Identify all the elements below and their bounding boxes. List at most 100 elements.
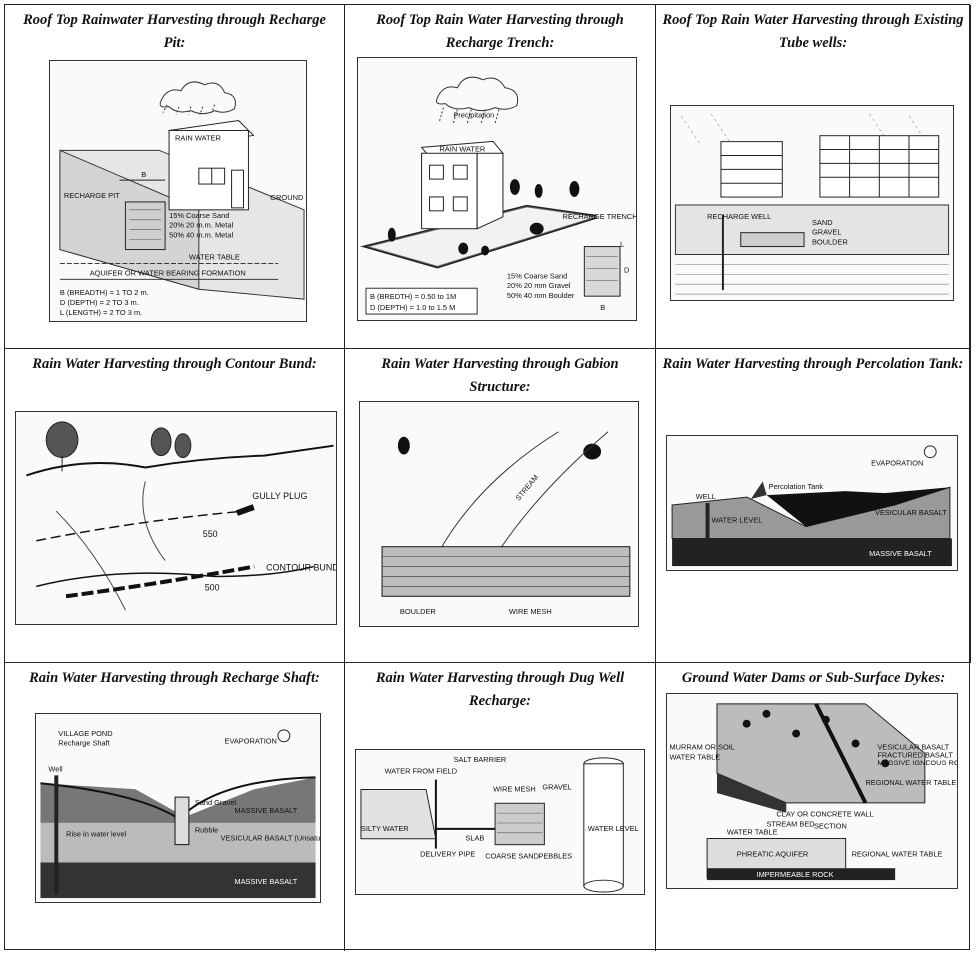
label-rubble: Rubble — [195, 826, 218, 835]
label-salt-barrier: SALT BARRIER — [454, 755, 507, 764]
tree-icons — [397, 436, 602, 460]
house-icon — [168, 120, 255, 211]
cell-gabion: Rain Water Harvesting through Gabion Str… — [345, 349, 656, 663]
label-recharge-pit: RECHARGE PIT — [64, 191, 120, 200]
cell-recharge-shaft: Rain Water Harvesting through Recharge S… — [5, 663, 345, 951]
cell-title: Ground Water Dams or Sub-Surface Dykes: — [681, 670, 946, 686]
cell-title: Rain Water Harvesting through Percolatio… — [662, 356, 964, 372]
label-coarse-sand: COARSE SAND — [485, 851, 539, 860]
cell-subsurface-dykes: Ground Water Dams or Sub-Surface Dykes: … — [656, 663, 971, 951]
label-depth: D (DEPTH) = 2 TO 3 m. — [60, 298, 139, 307]
label-sand: SAND — [812, 218, 833, 227]
building-icon — [420, 140, 504, 230]
tree-icons — [742, 709, 890, 768]
label-evaporation: EVAPORATION — [871, 459, 923, 468]
label-section: SECTION — [814, 822, 847, 831]
cloud-icon — [159, 81, 236, 115]
figure-contour-bund: GULLY PLUG 550 CONTOUR BUND 500 — [15, 411, 337, 625]
label-vesicular-basalt: VESICULAR BASALT — [875, 508, 947, 517]
label-aquifer: AQUIFER OR WATER BEARING FORMATION — [90, 268, 246, 277]
gabion-drawing: STREAM BOULDER WIRE MESH — [381, 431, 631, 616]
label-murram: MURRAM OR SOIL — [669, 742, 734, 751]
label-dim-d: D — [624, 265, 630, 274]
label-vesicular-basalt: VESICULAR BASALT — [877, 742, 949, 751]
cell-title: Roof Top Rain Water Harvesting through E… — [662, 12, 964, 51]
cell-title: Roof Top Rain Water Harvesting through R… — [376, 12, 624, 51]
figure-recharge-trench: Precipitation RAIN WATER RECHARGE TRENCH… — [357, 57, 637, 321]
figure-recharge-shaft: VILLAGE POND Recharge Shaft EVAPORATION … — [35, 713, 321, 903]
label-rain-water: RAIN WATER — [175, 133, 221, 142]
label-boulder: BOULDER — [812, 238, 848, 247]
recharge-shaft-drawing: VILLAGE POND Recharge Shaft EVAPORATION … — [40, 729, 320, 899]
label-water-level: WATER LEVEL — [588, 824, 639, 833]
label-length: L (LENGTH) = 2 TO 3 m. — [60, 308, 142, 317]
figure-recharge-pit: RAIN WATER RECHARGE PIT GROUND LEVEL 15%… — [49, 60, 307, 322]
diagram-table: Roof Top Rainwater Harvesting through Re… — [4, 4, 971, 951]
label-coarse-sand: 15% Coarse Sand — [169, 211, 229, 220]
label-breadth: B (BREADTH) = 1 TO 2 m. — [60, 288, 149, 297]
label-water-table-2: WATER TABLE — [727, 828, 778, 837]
label-massive-basalt: MASSIVE BASALT — [869, 549, 932, 558]
tree-icons — [387, 179, 580, 256]
figure-tube-wells: RECHARGE WELL SAND GRAVEL BOULDER — [670, 105, 954, 301]
label-gravel: GRAVEL — [812, 228, 842, 237]
label-depth: D (DEPTH) = 1.0 to 1.5 M — [370, 303, 455, 312]
tube-wells-drawing: RECHARGE WELL SAND GRAVEL BOULDER — [674, 113, 950, 295]
label-boulder: 50% 40 mm Boulder — [507, 291, 575, 300]
label-boulder: BOULDER — [400, 607, 437, 616]
subsurface-dykes-drawing: MURRAM OR SOIL WATER TABLE VESICULAR BAS… — [669, 703, 957, 881]
label-fractured-basalt: FRACTURED BASALT — [877, 750, 953, 759]
cell-title: Roof Top Rainwater Harvesting through Re… — [23, 12, 326, 51]
label-contour-550: 550 — [203, 529, 218, 539]
label-rain-water: RAIN WATER — [439, 144, 485, 153]
label-regional-water-table-2: REGIONAL WATER TABLE — [852, 849, 943, 858]
label-wire-mesh: WIRE MESH — [509, 607, 552, 616]
label-water-table: WATER TABLE — [189, 252, 240, 261]
cell-title: Rain Water Harvesting through Dug Well R… — [375, 670, 625, 709]
label-coarse-sand: 15% Coarse Sand — [507, 271, 567, 280]
label-evaporation: EVAPORATION — [225, 737, 277, 746]
cell-tube-wells: Roof Top Rain Water Harvesting through E… — [656, 5, 971, 349]
label-metal-40: 50% 40 m.m. Metal — [169, 231, 233, 240]
cloud-icon — [435, 76, 519, 124]
cell-recharge-pit: Roof Top Rainwater Harvesting through Re… — [5, 5, 345, 349]
label-water-from-field: WATER FROM FIELD — [385, 767, 458, 776]
label-gravel: GRAVEL — [542, 782, 571, 791]
label-vesicular-basalt: VESICULAR BASALT (Unsaturated) — [221, 834, 320, 843]
cell-title: Rain Water Harvesting through Contour Bu… — [32, 356, 317, 372]
label-silty-water: SILTY WATER — [361, 824, 409, 833]
tree-icons — [45, 421, 192, 472]
cell-percolation-tank: Rain Water Harvesting through Percolatio… — [656, 349, 971, 663]
building-icon — [720, 135, 940, 198]
label-contour-bund: CONTOUR BUND — [266, 563, 336, 573]
figure-percolation-tank: EVAPORATION WELL Percolation Tank VESICU… — [666, 435, 958, 571]
label-massive-basalt-bottom: MASSIVE BASALT — [234, 877, 297, 886]
figure-gabion: STREAM BOULDER WIRE MESH — [359, 401, 639, 627]
recharge-trench-drawing: Precipitation RAIN WATER RECHARGE TRENCH… — [360, 76, 636, 315]
figure-subsurface-dykes: MURRAM OR SOIL WATER TABLE VESICULAR BAS… — [666, 693, 958, 889]
label-slab: SLAB — [465, 834, 484, 843]
label-dim-l: L — [620, 240, 624, 249]
label-percolation-tank: Percolation Tank — [769, 482, 824, 491]
label-rise-water-level: Rise in water level — [66, 830, 126, 839]
label-regional-water-table: REGIONAL WATER TABLE — [865, 778, 956, 787]
label-stream: STREAM — [513, 473, 540, 502]
label-precipitation: Precipitation — [453, 111, 494, 120]
label-impermeable-rock: IMPERMEABLE ROCK — [757, 870, 834, 879]
dug-well-drawing: SALT BARRIER WATER FROM FIELD WIRE MESH … — [360, 755, 639, 893]
label-sand-gravel: Sand Gravel — [195, 798, 237, 807]
label-water-level: WATER LEVEL — [712, 516, 763, 525]
label-well: Well — [48, 764, 63, 773]
label-recharge-shaft: Recharge Shaft — [58, 739, 109, 748]
label-dim-b: B — [600, 303, 605, 312]
label-gravel: 20% 20 mm Gravel — [507, 281, 571, 290]
label-water-table: WATER TABLE — [669, 752, 720, 761]
percolation-tank-drawing: EVAPORATION WELL Percolation Tank VESICU… — [671, 445, 952, 567]
label-village-pond: VILLAGE POND — [58, 729, 112, 738]
label-well: WELL — [696, 492, 716, 501]
cell-title: Rain Water Harvesting through Gabion Str… — [381, 356, 619, 395]
contour-bund-drawing: GULLY PLUG 550 CONTOUR BUND 500 — [26, 421, 336, 611]
cell-recharge-trench: Roof Top Rain Water Harvesting through R… — [345, 5, 656, 349]
label-ground-level: GROUND LEVEL — [270, 193, 306, 202]
label-wire-mesh: WIRE MESH — [493, 784, 536, 793]
